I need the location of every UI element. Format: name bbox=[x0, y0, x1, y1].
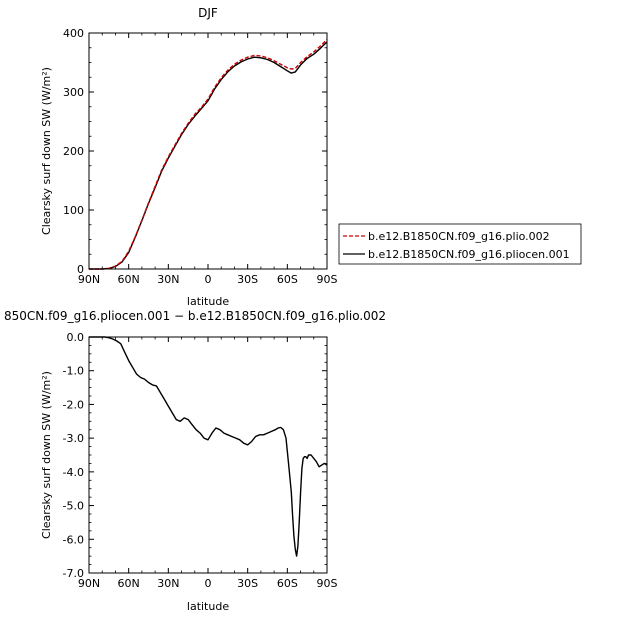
top-y-tick-label: 200 bbox=[63, 145, 84, 158]
bottom-x-tick-label: 60S bbox=[277, 577, 298, 590]
legend-label-plio-002: b.e12.B1850CN.f09_g16.plio.002 bbox=[368, 230, 550, 243]
top-plot-frame bbox=[88, 32, 328, 270]
top-y-axis-label: Clearsky surf down SW (W/m²) bbox=[40, 67, 53, 235]
top-series-line-0 bbox=[89, 39, 328, 270]
bottom-y-tick-label: -5.0 bbox=[63, 500, 84, 513]
bottom-x-tick-label: 0 bbox=[205, 577, 212, 590]
top-x-axis-label: latitude bbox=[187, 295, 229, 308]
bottom-y-tick-label: -7.0 bbox=[63, 567, 84, 580]
bottom-x-tick-label: 90S bbox=[317, 577, 338, 590]
bottom-panel: 850CN.f09_g16.pliocen.001 − b.e12.B1850C… bbox=[4, 309, 386, 613]
bottom-y-tick-label: -4.0 bbox=[63, 466, 84, 479]
top-x-tick-label: 30N bbox=[157, 273, 179, 286]
bottom-y-tick-label: 0.0 bbox=[67, 331, 85, 344]
top-y-tick-label: 300 bbox=[63, 86, 84, 99]
bottom-y-tick-label: -6.0 bbox=[63, 533, 84, 546]
top-x-tick-label: 60S bbox=[277, 273, 298, 286]
top-y-tick-label: 400 bbox=[63, 27, 84, 40]
bottom-x-tick-label: 30N bbox=[157, 577, 179, 590]
top-y-tick-label: 100 bbox=[63, 204, 84, 217]
legend-label-pliocen-001: b.e12.B1850CN.f09_g16.pliocen.001 bbox=[368, 248, 570, 261]
top-x-tick-label: 60N bbox=[118, 273, 140, 286]
bottom-plot-frame bbox=[88, 336, 328, 574]
top-x-tick-label: 90S bbox=[317, 273, 338, 286]
top-chart-title: DJF bbox=[198, 6, 218, 20]
top-x-tick-label: 90N bbox=[78, 273, 100, 286]
bottom-x-tick-label: 30S bbox=[237, 577, 258, 590]
bottom-y-tick-label: -2.0 bbox=[63, 398, 84, 411]
top-x-tick-label: 30S bbox=[237, 273, 258, 286]
top-panel: DJF Clearsky surf down SW (W/m²) latitud… bbox=[40, 6, 338, 308]
top-x-tick-label: 0 bbox=[205, 273, 212, 286]
top-y-tick-label: 0 bbox=[77, 263, 84, 276]
bottom-y-tick-label: -1.0 bbox=[63, 365, 84, 378]
bottom-x-axis-label: latitude bbox=[187, 600, 229, 613]
bottom-x-tick-label: 90N bbox=[78, 577, 100, 590]
bottom-chart-title: 850CN.f09_g16.pliocen.001 − b.e12.B1850C… bbox=[4, 309, 386, 323]
legend-box bbox=[338, 223, 582, 265]
bottom-x-tick-label: 60N bbox=[118, 577, 140, 590]
legend: b.e12.B1850CN.f09_g16.plio.002 b.e12.B18… bbox=[338, 223, 582, 265]
top-series-line-1 bbox=[89, 41, 328, 270]
bottom-y-axis-label: Clearsky surf down SW (W/m²) bbox=[40, 371, 53, 539]
bottom-series-line-0 bbox=[89, 336, 328, 557]
bottom-y-tick-label: -3.0 bbox=[63, 432, 84, 445]
